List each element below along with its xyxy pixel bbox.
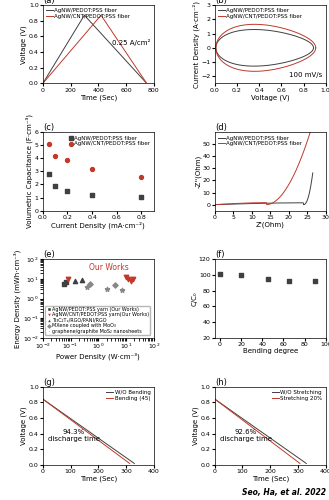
Y-axis label: Voltage (V): Voltage (V)	[193, 406, 199, 445]
Legend: AgNW/PEDOT:PSS fiber, AgNW/CNT/PEDOT:PSS fiber: AgNW/PEDOT:PSS fiber, AgNW/CNT/PEDOT:PSS…	[217, 135, 303, 147]
Point	[89, 191, 95, 199]
X-axis label: Time (Sec): Time (Sec)	[252, 476, 289, 482]
Y-axis label: Voltage (V): Voltage (V)	[21, 25, 27, 64]
X-axis label: Time (Sec): Time (Sec)	[80, 476, 117, 482]
X-axis label: Bending degree: Bending degree	[242, 348, 298, 354]
Point	[52, 182, 58, 190]
Text: 92.6%
discharge time: 92.6% discharge time	[220, 428, 272, 442]
Text: 100 mV/s: 100 mV/s	[289, 72, 322, 78]
X-axis label: Power Density (W·cm⁻³): Power Density (W·cm⁻³)	[56, 352, 140, 360]
Point	[130, 276, 136, 283]
Text: (g): (g)	[43, 378, 55, 386]
Point	[239, 271, 244, 279]
Point	[52, 152, 58, 160]
Point	[123, 274, 129, 281]
Text: (f): (f)	[215, 250, 224, 260]
Text: (h): (h)	[215, 378, 227, 386]
Point	[126, 275, 131, 283]
Point	[46, 140, 52, 148]
Point	[104, 285, 109, 293]
Point	[46, 170, 52, 178]
Point	[139, 172, 144, 180]
Y-axis label: -Z''(Ohm): -Z''(Ohm)	[195, 155, 201, 188]
X-axis label: Z'(Ohm): Z'(Ohm)	[256, 221, 285, 228]
Legend: AgNW/PEDOT:PSS fiber, AgNW/CNT/PEDOT:PSS fiber: AgNW/PEDOT:PSS fiber, AgNW/CNT/PEDOT:PSS…	[68, 135, 151, 147]
Y-axis label: Voltage (V): Voltage (V)	[21, 406, 27, 445]
X-axis label: Current Density (mA·cm⁻²): Current Density (mA·cm⁻²)	[51, 221, 145, 228]
Y-axis label: Energy Density (mWh·cm⁻³): Energy Density (mWh·cm⁻³)	[14, 250, 21, 348]
Legend: AgNW/PEDOT:PSS yarn (Our Works), AgNW/CNT/PEDOT:PSS yarn(Our Works), Ti₃C₂Tₓ/RGO: AgNW/PEDOT:PSS yarn (Our Works), AgNW/CN…	[45, 306, 150, 336]
Text: (a): (a)	[43, 0, 54, 5]
Text: (b): (b)	[215, 0, 227, 5]
Point	[313, 278, 318, 285]
Y-axis label: Volumetric Capacitance (F·cm⁻³): Volumetric Capacitance (F·cm⁻³)	[26, 114, 33, 228]
Text: (d): (d)	[215, 123, 227, 132]
X-axis label: Time (Sec): Time (Sec)	[80, 94, 117, 100]
Point	[87, 280, 92, 288]
Y-axis label: C/C₀: C/C₀	[191, 292, 197, 306]
Text: 94.3%
discharge time: 94.3% discharge time	[48, 428, 100, 442]
Text: Seo, Ha, et al. 2022: Seo, Ha, et al. 2022	[242, 488, 326, 498]
Point	[217, 270, 223, 278]
Text: Our Works: Our Works	[89, 262, 129, 272]
Point	[63, 278, 69, 286]
Text: 0.25 A/cm²: 0.25 A/cm²	[112, 39, 150, 46]
Point	[139, 193, 144, 201]
Point	[65, 187, 70, 195]
Legend: W/O Bending, Bending (45): W/O Bending, Bending (45)	[106, 390, 151, 401]
Legend: AgNW/PEDOT:PSS fiber, AgNW/CNT/PEDOT:PSS fiber: AgNW/PEDOT:PSS fiber, AgNW/CNT/PEDOT:PSS…	[45, 8, 131, 20]
Point	[265, 275, 270, 283]
Point	[65, 156, 70, 164]
Point	[73, 277, 78, 285]
Point	[119, 286, 124, 294]
Point	[128, 277, 134, 285]
Text: (c): (c)	[43, 123, 54, 132]
Legend: W/O Stretching, Stretching 20%: W/O Stretching, Stretching 20%	[271, 390, 323, 401]
Point	[85, 283, 90, 291]
Text: (e): (e)	[43, 250, 55, 260]
Legend: AgNW/PEDOT:PSS fiber, AgNW/CNT/PEDOT:PSS fiber: AgNW/PEDOT:PSS fiber, AgNW/CNT/PEDOT:PSS…	[217, 8, 303, 20]
Point	[89, 165, 95, 173]
Point	[112, 281, 117, 289]
Point	[62, 280, 67, 288]
Point	[65, 275, 70, 283]
Point	[79, 276, 84, 284]
Y-axis label: Current Density (A·cm⁻²): Current Density (A·cm⁻²)	[192, 0, 200, 88]
X-axis label: Voltage (V): Voltage (V)	[251, 94, 290, 100]
Point	[286, 276, 291, 284]
